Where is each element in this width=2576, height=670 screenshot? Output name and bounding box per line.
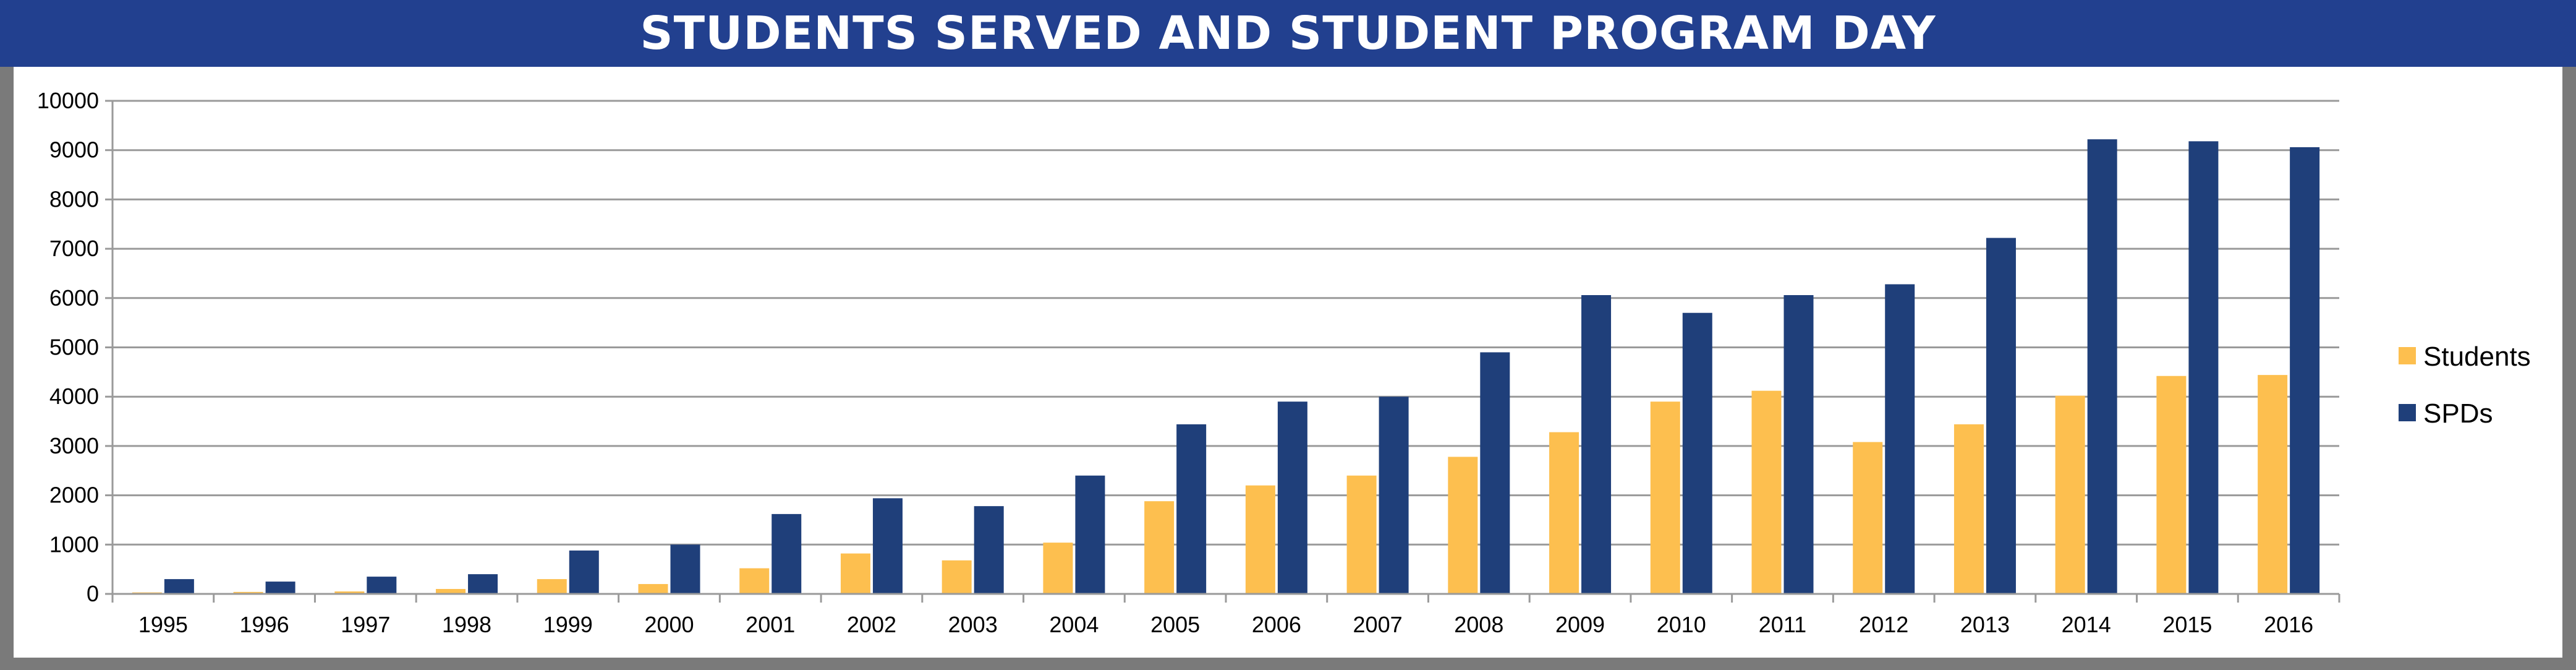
y-tick-label: 5000 (49, 335, 99, 360)
chart-title: STUDENTS SERVED AND STUDENT PROGRAM DAY (640, 7, 1936, 60)
bar-students-1998 (436, 589, 466, 594)
legend-label-students: Students (2423, 341, 2531, 372)
bar-spds-1999 (569, 550, 599, 594)
bar-spds-2006 (1277, 402, 1307, 594)
bar-spds-2001 (772, 513, 802, 594)
x-tick-label: 1996 (240, 612, 289, 637)
x-axis-tick-labels: 1995 1996 1997 1998 1999 2000 2001 2002 2003 2004… (111, 594, 2340, 637)
bar-spds-2010 (1682, 312, 1712, 594)
bar-spds-2011 (1783, 295, 1814, 594)
y-axis-tick-labels: 0 1000 2000 3000 4000 5000 6000 7000 8000 9000 100… (37, 88, 99, 606)
bar-students-2002 (840, 553, 870, 594)
x-tick-label: 1995 (138, 612, 188, 637)
bar-students-2015 (2156, 376, 2187, 594)
bar-spds-2005 (1176, 424, 1207, 594)
bar-students-2000 (638, 584, 668, 594)
bar-students-2013 (1953, 424, 1984, 594)
x-tick-label: 1999 (543, 612, 593, 637)
x-tick-label: 2002 (847, 612, 896, 637)
x-tick-label: 2008 (1454, 612, 1503, 637)
bar-spds-2007 (1379, 397, 1409, 594)
y-tick-label: 6000 (49, 285, 99, 311)
x-tick-label: 2005 (1150, 612, 1200, 637)
bar-spds-2004 (1075, 475, 1105, 594)
bar-spds-1996 (265, 582, 295, 594)
bar-spds-1997 (367, 577, 397, 594)
axes (111, 101, 2339, 595)
bar-students-1997 (334, 591, 365, 594)
legend-swatch-students (2399, 347, 2416, 364)
x-tick-label: 2014 (2062, 612, 2111, 637)
bar-students-2009 (1549, 432, 1579, 594)
legend-label-spds: SPDs (2423, 398, 2493, 429)
y-tick-label: 9000 (49, 137, 99, 163)
bar-students-2007 (1346, 475, 1377, 594)
bar-students-2004 (1043, 543, 1073, 594)
chart-panel: 0 1000 2000 3000 4000 5000 6000 7000 8000 9000 100… (14, 67, 2562, 658)
y-tick-label: 8000 (49, 186, 99, 212)
legend: Students SPDs (2399, 341, 2531, 429)
grid-lines (105, 100, 2339, 595)
x-tick-label: 2004 (1049, 612, 1099, 637)
bar-spds-2015 (2188, 141, 2219, 594)
bar-students-2014 (2055, 395, 2085, 594)
y-tick-label: 0 (87, 581, 99, 606)
bar-spds-2009 (1581, 295, 1612, 594)
bar-spds-1995 (164, 579, 194, 594)
bar-spds-2013 (1986, 238, 2016, 594)
x-tick-label: 2003 (948, 612, 998, 637)
y-tick-label: 2000 (49, 483, 99, 508)
x-tick-label: 2000 (644, 612, 694, 637)
bar-students-2008 (1448, 457, 1478, 594)
bar-spds-2000 (670, 544, 700, 594)
bar-students-2001 (739, 568, 770, 594)
x-tick-label: 2015 (2162, 612, 2212, 637)
x-tick-label: 2012 (1859, 612, 1908, 637)
bar-spds-2008 (1480, 352, 1510, 594)
x-tick-label: 2006 (1252, 612, 1301, 637)
bar-spds-2014 (2087, 139, 2117, 594)
bar-chart: 0 1000 2000 3000 4000 5000 6000 7000 8000 9000 100… (37, 88, 2531, 637)
bar-students-2016 (2258, 375, 2288, 594)
y-tick-label: 10000 (37, 88, 99, 113)
y-tick-label: 3000 (49, 433, 99, 458)
bars (132, 139, 2320, 595)
title-bar: STUDENTS SERVED AND STUDENT PROGRAM DAY (0, 0, 2576, 67)
bar-spds-2002 (872, 498, 903, 594)
bar-students-2011 (1751, 390, 1782, 594)
x-tick-label: 1997 (341, 612, 390, 637)
y-tick-label: 1000 (49, 531, 99, 557)
bar-students-1996 (233, 591, 263, 594)
x-tick-label: 2009 (1555, 612, 1605, 637)
x-tick-label: 2016 (2264, 612, 2313, 637)
x-tick-label: 2001 (746, 612, 795, 637)
x-tick-label: 2011 (1759, 612, 1806, 637)
bar-students-2006 (1245, 485, 1275, 594)
y-tick-label: 7000 (49, 236, 99, 261)
y-tick-label: 4000 (49, 384, 99, 409)
x-tick-label: 1998 (442, 612, 491, 637)
bar-students-1999 (537, 579, 567, 594)
bar-spds-2016 (2290, 147, 2320, 595)
x-tick-label: 2007 (1353, 612, 1403, 637)
bar-spds-2012 (1885, 284, 1915, 594)
bar-students-2010 (1650, 402, 1680, 594)
bar-spds-1998 (468, 574, 498, 594)
bar-spds-2003 (974, 506, 1004, 594)
legend-swatch-spds (2399, 404, 2416, 421)
bar-students-2005 (1144, 501, 1175, 594)
x-tick-label: 2013 (1960, 612, 2010, 637)
bar-students-2003 (942, 560, 972, 594)
bar-students-2012 (1853, 442, 1883, 594)
x-tick-label: 2010 (1657, 612, 1706, 637)
